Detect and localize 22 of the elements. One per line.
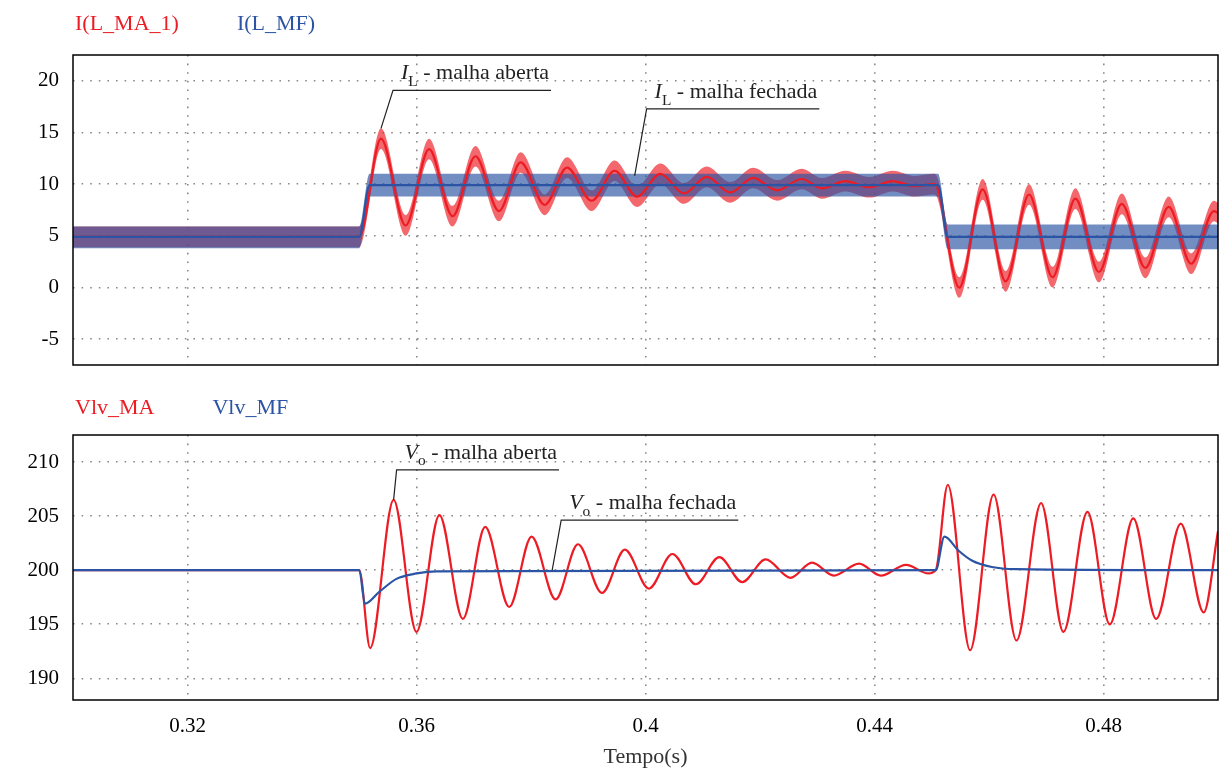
- x-tick-label: 0.44: [856, 713, 894, 738]
- text: Vlv_MA: [75, 394, 155, 419]
- x-tick-label: 0.4: [632, 713, 660, 738]
- x-tick-label: 0.32: [169, 713, 206, 738]
- x-tick-label: 0.48: [1085, 713, 1122, 738]
- line-series: [73, 535, 1218, 605]
- text: I(L_MF): [236, 10, 316, 35]
- y-tick-label: 20: [38, 67, 59, 92]
- y-tick-label: 200: [27, 556, 59, 581]
- x-axis-title: Tempo(s): [603, 742, 688, 768]
- x-tick-label: 0.36: [398, 713, 435, 738]
- y-tick-label: 15: [38, 119, 59, 144]
- y-tick-label: 10: [38, 170, 59, 195]
- y-tick-label: 205: [27, 502, 59, 527]
- text: Vlv_MF: [212, 394, 289, 419]
- y-tick-label: 5: [48, 222, 59, 247]
- text: I(L_MA_1): [75, 10, 179, 35]
- y-tick-label: -5: [41, 325, 59, 350]
- y-tick-label: 0: [48, 274, 59, 299]
- y-tick-label: 190: [27, 664, 59, 689]
- y-tick-label: 195: [27, 610, 59, 635]
- y-tick-label: 210: [27, 448, 59, 473]
